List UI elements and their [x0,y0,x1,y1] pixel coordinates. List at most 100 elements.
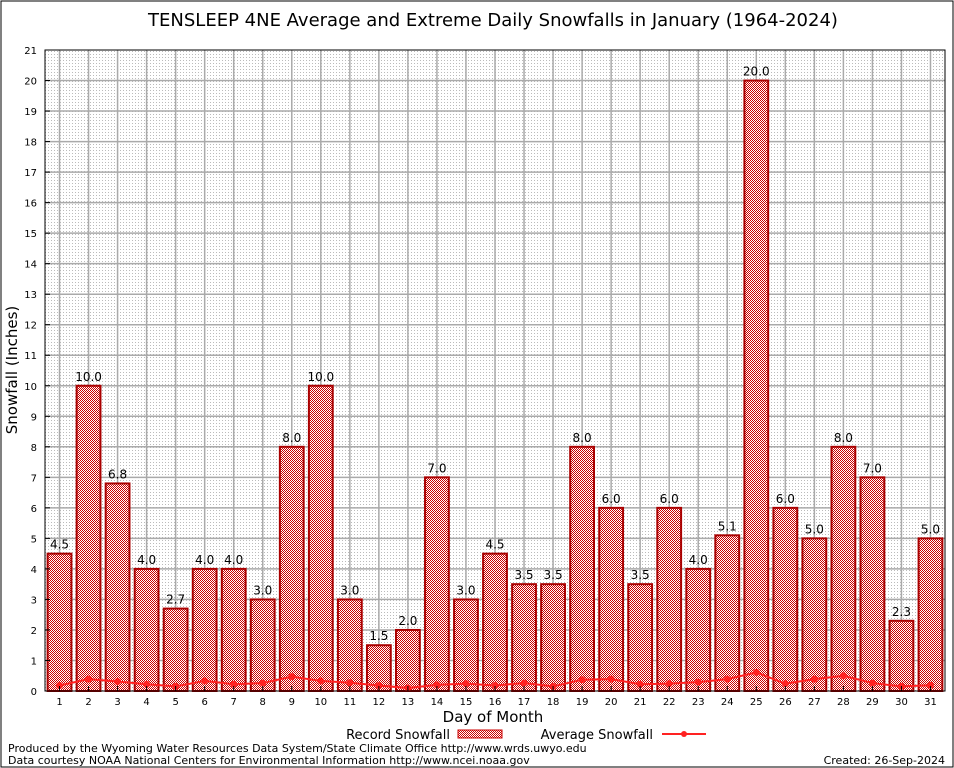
record-bar [598,506,625,692]
x-tick-label: 9 [289,697,295,708]
record-bar-label: 10.0 [307,370,334,384]
x-tick-label: 23 [692,697,705,708]
average-point [752,668,760,676]
record-bar [772,506,799,692]
legend-record-label: Record Snowfall [346,728,450,743]
average-point [56,682,64,690]
x-tick-label: 26 [779,697,792,708]
x-tick-label: 14 [431,697,444,708]
average-point [317,677,325,685]
x-tick-label: 4 [143,697,149,708]
y-tick-label: 11 [24,351,37,362]
record-bar [888,619,915,692]
record-bar-label: 6.0 [776,492,795,506]
x-tick-label: 21 [634,697,647,708]
record-bar [656,506,683,692]
x-tick-label: 20 [605,697,618,708]
y-tick-label: 5 [31,534,37,545]
record-bar [627,583,654,693]
record-bar [917,537,944,693]
x-tick-label: 15 [460,697,473,708]
average-point [839,672,847,680]
y-tick-label: 18 [24,138,37,149]
record-bar-label: 3.0 [253,583,272,597]
record-bar-label: 20.0 [743,65,770,79]
y-tick-label: 2 [31,626,37,637]
x-tick-label: 8 [260,697,266,708]
y-tick-label: 20 [24,77,37,88]
legend-average-label: Average Snowfall [541,728,653,743]
x-tick-label: 16 [489,697,502,708]
x-tick-label: 28 [837,697,850,708]
average-point [85,675,93,683]
average-point [636,680,644,688]
average-point [288,673,296,681]
record-bar [482,552,508,693]
record-bar-label: 4.5 [485,538,504,552]
record-bar-label: 4.0 [195,553,214,567]
record-bar [859,476,886,693]
x-tick-label: 3 [114,697,120,708]
x-tick-label: 17 [518,697,531,708]
record-bar [424,476,450,693]
record-bar [743,79,770,693]
record-bar [133,567,160,693]
record-bar-label: 3.0 [456,583,475,597]
average-point [723,675,731,683]
record-bar [249,598,276,693]
average-point [665,680,673,688]
record-bar-label: 4.0 [224,553,243,567]
record-bar-label: 3.5 [514,568,533,582]
record-bar-label: 4.5 [50,538,69,552]
record-bar-label: 8.0 [282,431,301,445]
average-point [607,675,615,683]
record-bar [395,628,421,693]
average-point [578,676,586,684]
x-tick-label: 30 [895,697,908,708]
x-tick-label: 1 [56,697,62,708]
y-tick-label: 7 [31,473,37,484]
x-tick-label: 25 [750,697,763,708]
average-point [694,678,702,686]
record-bar-label: 5.1 [718,519,737,533]
average-point [375,682,383,690]
y-tick-label: 17 [24,168,37,179]
x-tick-label: 12 [373,697,386,708]
y-tick-label: 19 [24,107,37,118]
legend-record-swatch [457,729,503,739]
record-bar-label: 2.3 [892,605,911,619]
record-bar-label: 7.0 [427,461,446,475]
x-tick-label: 24 [721,697,734,708]
x-tick-label: 19 [576,697,589,708]
average-point [143,680,151,688]
average-point [346,679,354,687]
record-bar [714,534,741,692]
record-bar-label: 3.5 [544,568,563,582]
average-point [926,681,934,689]
record-bar-label: 3.0 [340,583,359,597]
record-bar [685,567,712,693]
x-tick-label: 6 [201,697,207,708]
record-bar [104,482,131,693]
record-bar-label: 1.5 [369,629,388,643]
record-bar [801,537,828,693]
y-axis-label: Snowfall (Inches) [3,306,21,434]
record-bar-label: 6.8 [108,467,127,481]
average-point [491,682,499,690]
x-tick-label: 7 [231,697,237,708]
legend-average-marker [681,731,687,737]
record-bar-label: 2.7 [166,593,185,607]
record-bar [569,445,595,692]
average-point [810,675,818,683]
average-point [230,680,238,688]
record-bar [220,567,247,693]
chart-title: TENSLEEP 4NE Average and Extreme Daily S… [147,10,838,31]
record-bar [336,598,363,693]
footer-credit-1: Produced by the Wyoming Water Resources … [8,742,587,755]
record-bar [307,384,334,692]
x-tick-label: 2 [85,697,91,708]
y-tick-label: 14 [24,260,37,271]
y-tick-label: 9 [31,412,37,423]
